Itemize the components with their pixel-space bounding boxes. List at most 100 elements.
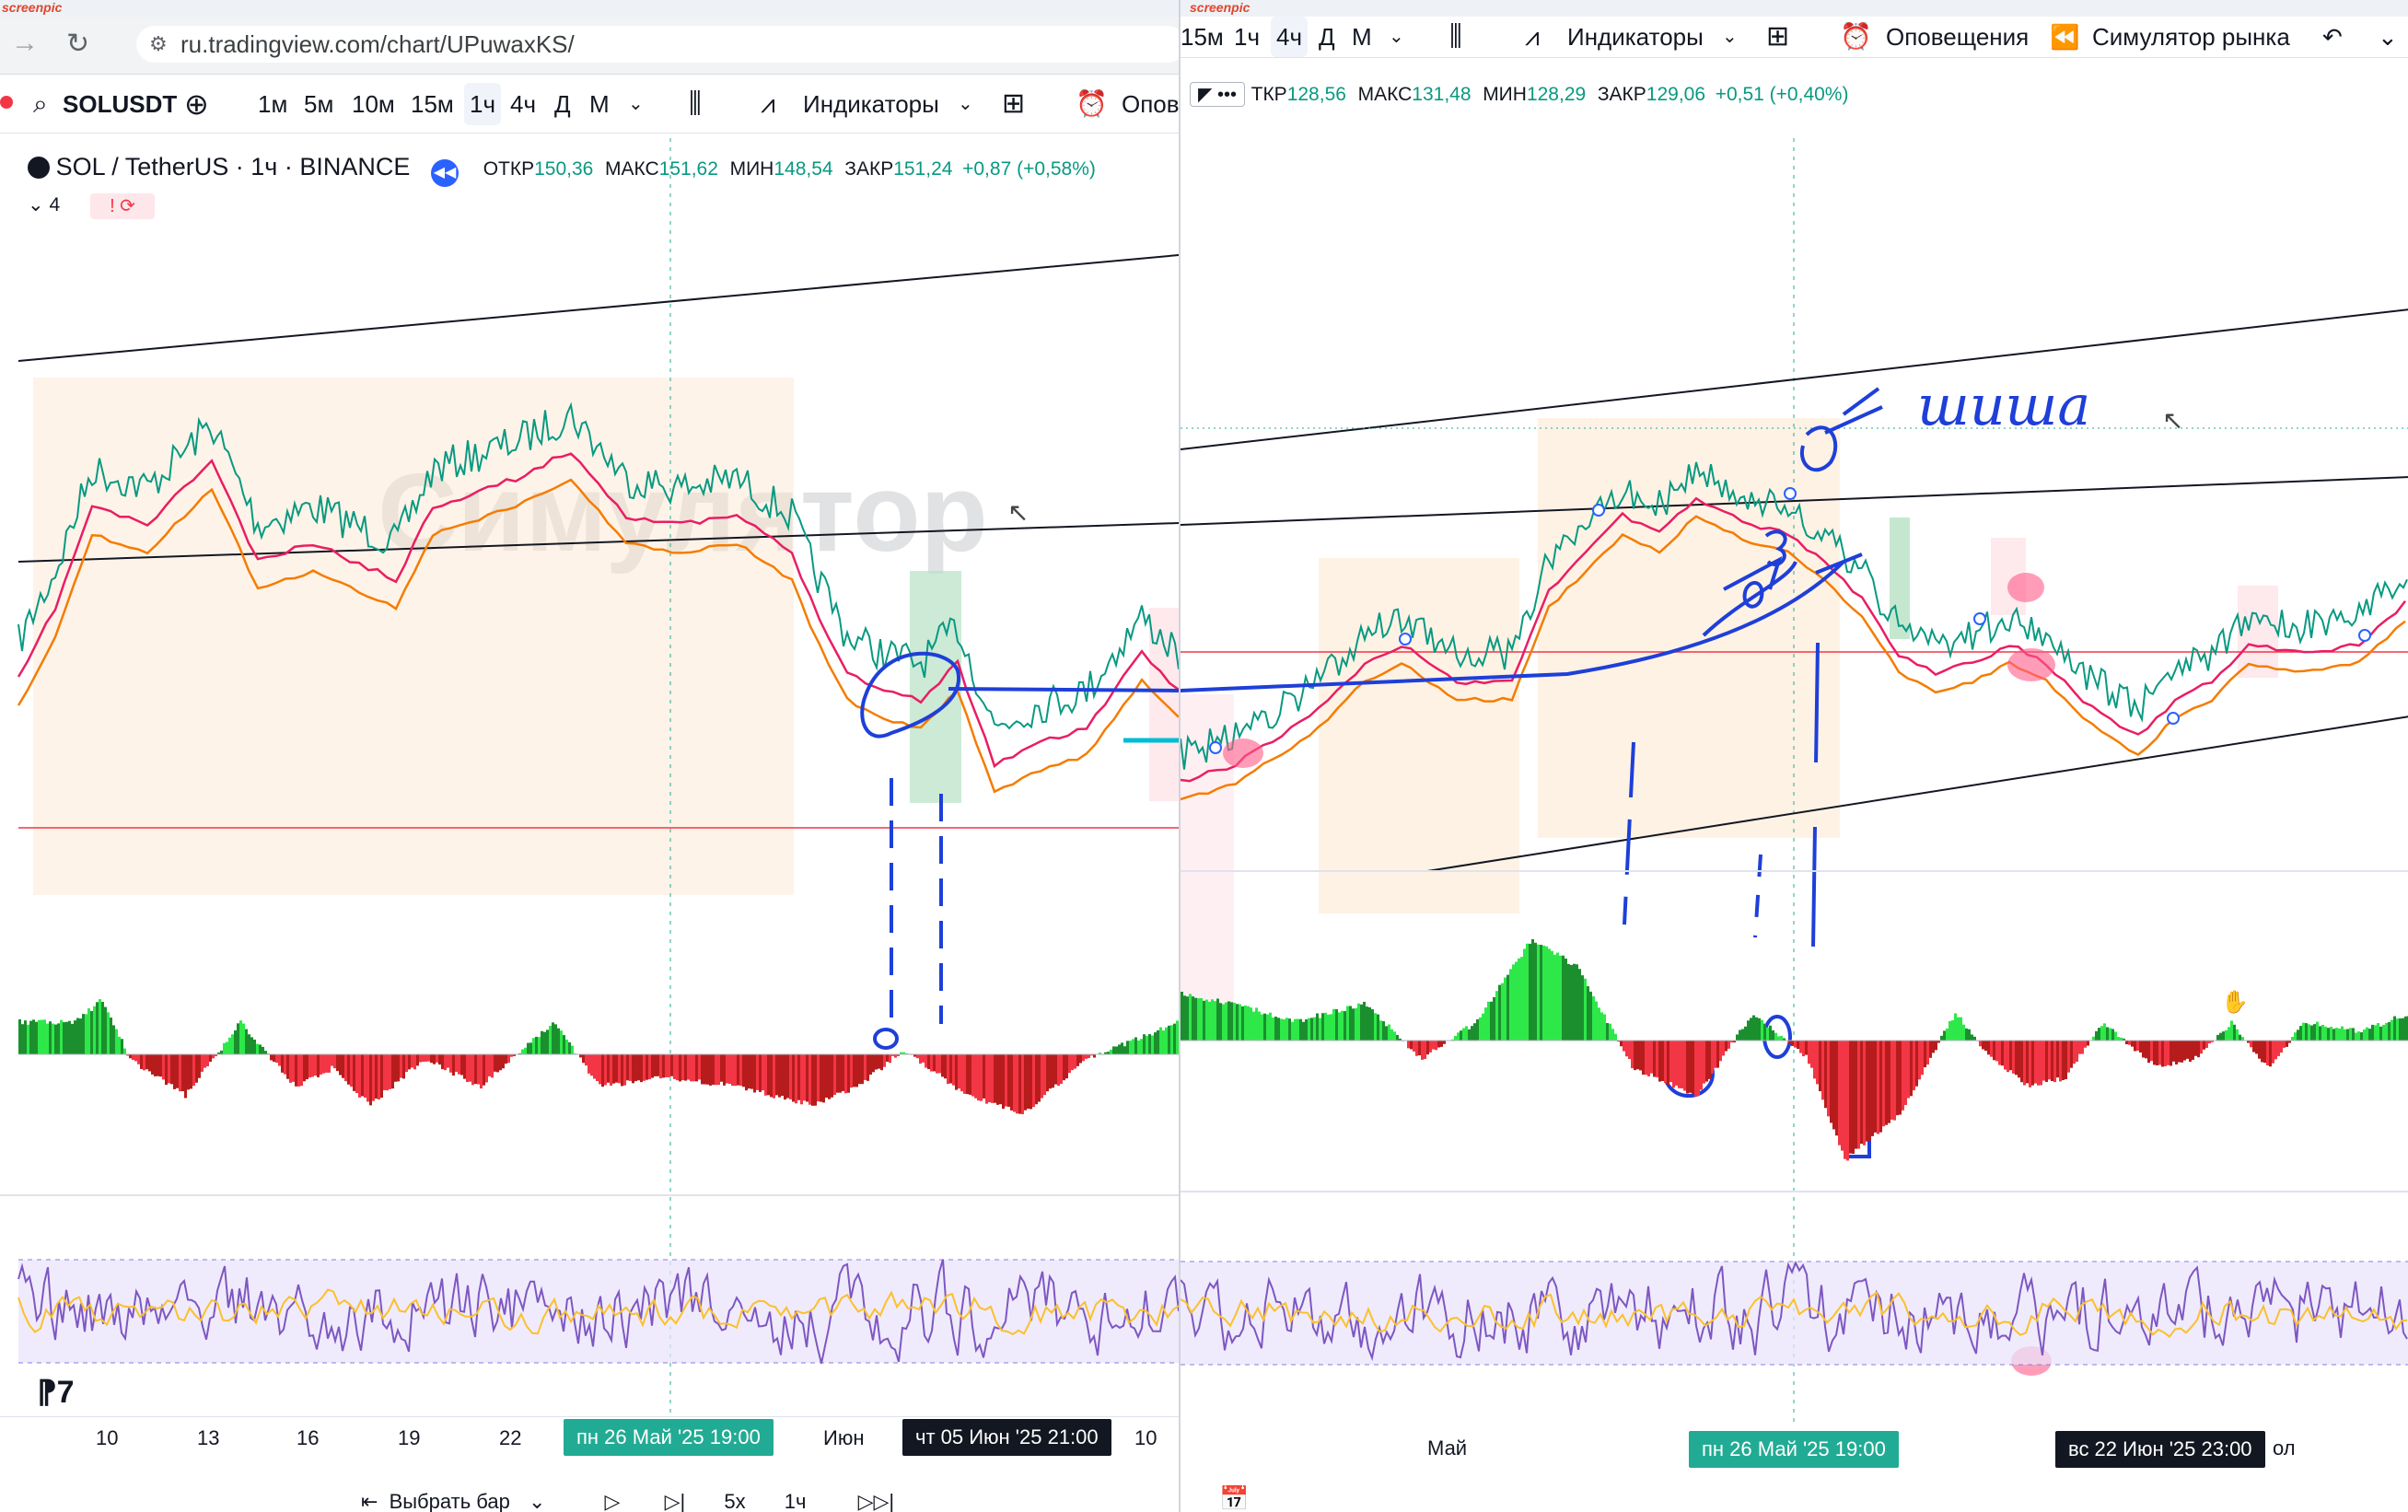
interval-4h[interactable]: 4ч bbox=[510, 90, 537, 118]
interval-1h[interactable]: 1ч bbox=[1234, 23, 1261, 51]
histogram-bar bbox=[1501, 983, 1504, 1041]
histogram-bar bbox=[1032, 1054, 1035, 1108]
replay-interval-button[interactable]: 1ч bbox=[784, 1490, 807, 1512]
low-value: 128,29 bbox=[1526, 84, 1587, 105]
histogram-bar bbox=[275, 1054, 278, 1064]
chart-type-icon[interactable]: ⫼ bbox=[1449, 21, 1462, 52]
histogram-bar bbox=[2070, 1041, 2073, 1068]
time-axis[interactable]: 10 13 16 19 22 пн 26 Май '25 19:00 Июн ч… bbox=[0, 1416, 1179, 1460]
replay-icon[interactable]: ◀◀ bbox=[431, 159, 459, 187]
reload-icon[interactable]: ↻ bbox=[66, 29, 90, 59]
add-symbol-icon[interactable]: ⊕ bbox=[184, 87, 209, 121]
histogram-bar bbox=[2186, 1041, 2189, 1059]
histogram-bar bbox=[378, 1054, 380, 1099]
histogram-bar bbox=[532, 1038, 535, 1054]
interval-d[interactable]: Д bbox=[554, 90, 571, 118]
legend-title[interactable]: SOL / TetherUS · 1ч · BINANCE bbox=[55, 153, 411, 180]
symbol-search-icon[interactable]: ⌕ bbox=[33, 89, 48, 118]
overflow-icon[interactable]: ⌄ bbox=[2378, 23, 2398, 51]
histogram-bar bbox=[2109, 1028, 2111, 1041]
market-simulator-button[interactable]: Симулятор рынка bbox=[2092, 23, 2290, 51]
histogram-bar bbox=[1060, 1054, 1063, 1085]
histogram-bar bbox=[985, 1054, 988, 1104]
histogram-bar bbox=[684, 1054, 687, 1081]
back-icon[interactable]: → bbox=[11, 28, 39, 58]
histogram-bar bbox=[712, 1054, 715, 1085]
calendar-icon[interactable]: 📅 bbox=[1219, 1484, 1250, 1512]
indicators-icon[interactable]: ⩘ bbox=[1525, 22, 1540, 51]
histogram-bar bbox=[1360, 1004, 1363, 1041]
histogram-bar bbox=[529, 1042, 532, 1054]
indicators-collapse[interactable]: ⌄ 4 bbox=[28, 194, 61, 215]
templates-icon[interactable]: ⊞ bbox=[1002, 88, 1026, 119]
site-settings-icon[interactable]: ⚙ bbox=[149, 32, 168, 55]
interval-10m[interactable]: 10м bbox=[352, 90, 395, 118]
histogram-bar bbox=[2360, 1032, 2363, 1041]
interval-1h[interactable]: 1ч bbox=[464, 83, 502, 125]
symbol-name[interactable]: SOLUSDT bbox=[63, 90, 178, 118]
highlight-marker bbox=[1223, 739, 1263, 768]
alerts-button[interactable]: Оповещения bbox=[1886, 23, 2030, 51]
indicators-icon[interactable]: ⩘ bbox=[761, 89, 775, 118]
histogram-bar bbox=[195, 1054, 198, 1083]
histogram-bar bbox=[1426, 1041, 1429, 1055]
histogram-bar bbox=[1733, 1041, 1736, 1043]
histogram-bar bbox=[1830, 1041, 1832, 1123]
interval-15m[interactable]: 15м bbox=[411, 90, 454, 118]
time-axis[interactable]: Май пн 26 Май '25 19:00 вс 22 Июн '25 23… bbox=[1181, 1427, 2408, 1470]
trendline-lower bbox=[1426, 715, 2408, 872]
histogram-bar bbox=[1443, 1041, 1446, 1044]
histogram-bar bbox=[1725, 1041, 1727, 1052]
alert-icon[interactable]: ⏰ bbox=[1076, 89, 1108, 118]
histogram-bar bbox=[1344, 1011, 1346, 1041]
histogram-bar bbox=[427, 1054, 430, 1062]
interval-m[interactable]: М bbox=[589, 90, 610, 118]
data-warning-badge[interactable]: ! ⟳ bbox=[90, 193, 155, 219]
histogram-bar bbox=[1219, 1003, 1222, 1041]
histogram-bar bbox=[1907, 1041, 1910, 1099]
histogram-bar bbox=[1636, 1041, 1639, 1070]
speed-button[interactable]: 5x bbox=[724, 1490, 746, 1512]
interval-d[interactable]: Д bbox=[1319, 23, 1335, 51]
undo-icon[interactable]: ↶ bbox=[2322, 23, 2343, 51]
select-bar-dropdown-icon[interactable]: ⌄ bbox=[528, 1490, 546, 1512]
simulator-icon[interactable]: ⏪ bbox=[2050, 23, 2080, 51]
select-bar-button[interactable]: Выбрать бар bbox=[389, 1490, 510, 1512]
histogram-bar bbox=[1170, 1025, 1173, 1054]
url-field[interactable]: ⚙ ru.tradingview.com/chart/UPuwaxKS/ bbox=[136, 26, 1179, 63]
interval-dropdown-icon[interactable]: ⌄ bbox=[628, 94, 644, 114]
histogram-bar bbox=[2042, 1041, 2045, 1081]
histogram-bar bbox=[2067, 1041, 2070, 1073]
indicators-button[interactable]: Индикаторы bbox=[803, 90, 939, 118]
tradingview-logo-icon[interactable]: ⁋7 bbox=[37, 1375, 75, 1410]
chart-type-icon[interactable]: ⫼ bbox=[689, 88, 702, 119]
interval-1m[interactable]: 1м bbox=[258, 90, 288, 118]
jump-to-realtime-icon[interactable]: ▷▷| bbox=[857, 1490, 895, 1512]
indicators-button[interactable]: Индикаторы bbox=[1567, 23, 1704, 51]
legend-more-icon[interactable]: ◤ ••• bbox=[1190, 82, 1245, 107]
interval-15m[interactable]: 15м bbox=[1181, 23, 1224, 51]
histogram-bar bbox=[1614, 1033, 1617, 1041]
histogram-bar bbox=[1082, 1054, 1085, 1062]
histogram-bar bbox=[2145, 1041, 2147, 1059]
select-bar-icon[interactable]: ⇤ bbox=[361, 1490, 378, 1512]
interval-dropdown-icon[interactable]: ⌄ bbox=[1389, 27, 1404, 47]
histogram-bar bbox=[2396, 1018, 2399, 1041]
close-label: ЗАКР bbox=[1597, 84, 1646, 105]
histogram-bar bbox=[1904, 1041, 1907, 1106]
histogram-bar bbox=[1777, 1036, 1780, 1041]
step-forward-icon[interactable]: ▷| bbox=[664, 1490, 686, 1512]
interval-5m[interactable]: 5м bbox=[304, 90, 334, 118]
alert-icon[interactable]: ⏰ bbox=[1840, 22, 1872, 51]
interval-m[interactable]: М bbox=[1352, 23, 1372, 51]
interval-4h[interactable]: 4ч bbox=[1271, 17, 1309, 57]
indicators-dropdown-icon[interactable]: ⌄ bbox=[958, 94, 973, 114]
histogram-bar bbox=[1379, 1020, 1382, 1041]
histogram-bar bbox=[717, 1054, 720, 1086]
histogram-bar bbox=[1216, 998, 1219, 1041]
alerts-button[interactable]: Опове bbox=[1122, 90, 1179, 118]
play-icon[interactable]: ▷ bbox=[604, 1490, 621, 1512]
indicators-dropdown-icon[interactable]: ⌄ bbox=[1722, 27, 1738, 47]
templates-icon[interactable]: ⊞ bbox=[1766, 21, 1790, 52]
histogram-bar bbox=[1159, 1027, 1162, 1054]
